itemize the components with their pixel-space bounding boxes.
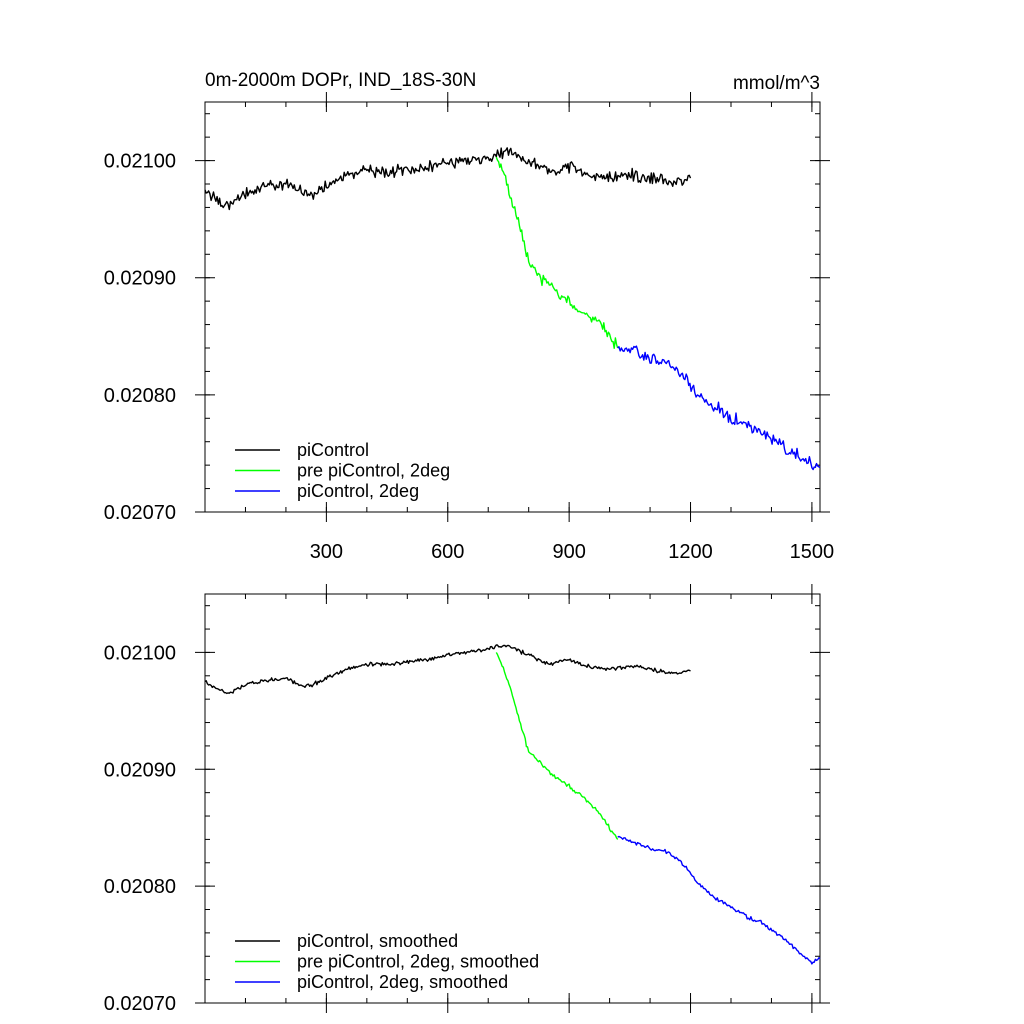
series-line-1 xyxy=(204,147,692,211)
series-line-2 xyxy=(495,156,619,349)
series-line-3 xyxy=(617,835,821,965)
y-tick-label: 0.02100 xyxy=(104,151,176,173)
x-tick-label: 600 xyxy=(431,541,464,563)
x-tick-label: 300 xyxy=(310,541,343,563)
series-line-2 xyxy=(495,652,619,840)
units-label: mmol/m^3 xyxy=(733,73,820,94)
series-line-1 xyxy=(204,644,691,695)
legend-entry: pre piControl, 2deg, smoothed xyxy=(297,952,539,972)
legend-entry: piControl, 2deg xyxy=(297,481,419,501)
chart-panel-2: 0.02070 0.02080 0.02090 0.02100 piControl, s… xyxy=(104,584,830,1015)
x-tick-label: 1500 xyxy=(790,541,835,563)
x-tick-label: 1200 xyxy=(668,541,713,563)
legend-entry: piControl, smoothed xyxy=(297,931,458,951)
series-line-3 xyxy=(617,345,821,471)
y-tick-label: 0.02090 xyxy=(104,268,176,290)
chart-title: 0m-2000m DOPr, IND_18S-30N xyxy=(205,70,476,91)
plot-frame xyxy=(204,593,821,1004)
y-tick-label: 0.02070 xyxy=(104,502,176,524)
x-tick-label: 900 xyxy=(552,541,585,563)
y-tick-label: 0.02080 xyxy=(104,385,176,407)
y-tick-label: 0.02070 xyxy=(104,993,176,1015)
plot-frame xyxy=(204,101,821,513)
legend-entry: piControl, 2deg, smoothed xyxy=(297,972,508,992)
legend-entry: piControl xyxy=(297,440,369,460)
y-tick-label: 0.02100 xyxy=(104,642,176,664)
legend-entry: pre piControl, 2deg xyxy=(297,461,450,481)
y-tick-label: 0.02080 xyxy=(104,876,176,898)
y-tick-label: 0.02090 xyxy=(104,759,176,781)
chart-panel-1: 0m-2000m DOPr, IND_18S-30N mmol/m^3 0.0207… xyxy=(104,70,834,563)
